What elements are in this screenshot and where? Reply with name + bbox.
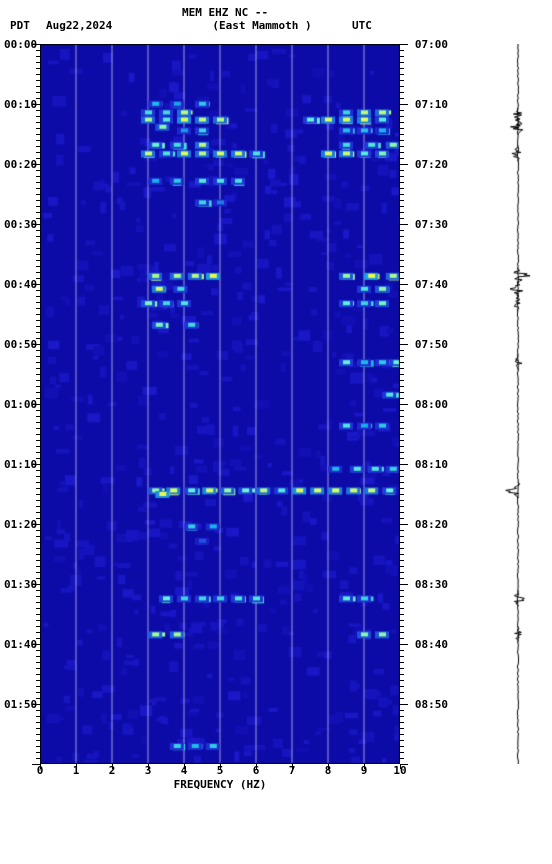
right-time-label: 08:20 [415,518,448,531]
header-date: Aug22,2024 [46,19,172,32]
x-axis-title: FREQUENCY (HZ) [40,778,400,791]
right-tz: UTC [352,19,392,32]
station-id: MEM EHZ NC -- [182,6,352,19]
right-time-label: 08:10 [415,458,448,471]
right-time-axis: 07:0007:1007:2007:3007:4007:5008:0008:10… [405,44,450,764]
waveform-canvas [503,44,533,764]
right-time-label: 08:00 [415,398,448,411]
station-loc: (East Mammoth ) [172,19,352,32]
right-time-label: 08:50 [415,698,448,711]
right-time-label: 08:30 [415,578,448,591]
left-tz: PDT [10,19,46,32]
right-time-label: 07:10 [415,98,448,111]
right-time-label: 07:30 [415,218,448,231]
spectrogram-canvas [40,44,400,764]
right-time-label: 08:40 [415,638,448,651]
right-time-label: 07:50 [415,338,448,351]
right-time-label: 07:40 [415,278,448,291]
plot-container: 00:0000:1000:2000:3000:4000:5001:0001:10… [0,34,552,844]
right-time-label: 07:00 [415,38,448,51]
right-time-label: 07:20 [415,158,448,171]
